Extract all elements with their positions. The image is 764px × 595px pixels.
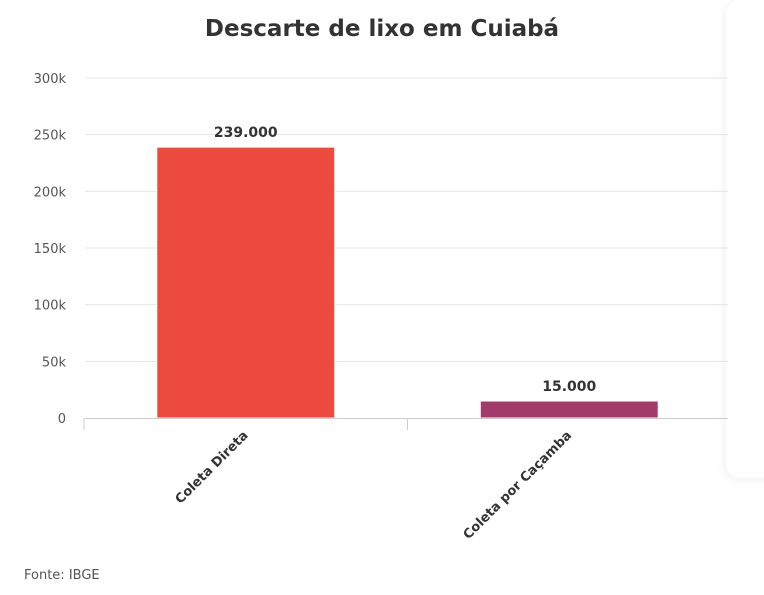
data-labels: 239.000 15.000 (214, 125, 597, 395)
bar-0[interactable] (156, 146, 336, 419)
y-axis-ticks: 0 50k 100k 150k 200k 250k 300k (34, 72, 67, 427)
data-label: 15.000 (542, 379, 596, 395)
bars (156, 146, 659, 419)
x-tick-label: Coleta por Caçamba (461, 428, 575, 542)
bar-1[interactable] (479, 400, 659, 419)
data-label: 239.000 (214, 125, 278, 141)
y-tick-label: 100k (34, 299, 67, 314)
x-axis: Coleta Direta Coleta por Caçamba (83, 418, 728, 543)
y-tick-label: 150k (34, 242, 67, 257)
side-panel-edge (726, 0, 764, 478)
chart-title: Descarte de lixo em Cuiabá (204, 16, 560, 42)
x-tick-label: Coleta Direta (173, 428, 252, 507)
y-tick-label: 250k (34, 129, 67, 144)
y-tick-label: 200k (34, 185, 67, 200)
y-tick-label: 300k (34, 72, 67, 87)
y-tick-label: 0 (58, 412, 66, 427)
source-note: Fonte: IBGE (24, 568, 100, 583)
y-tick-label: 50k (42, 355, 67, 370)
